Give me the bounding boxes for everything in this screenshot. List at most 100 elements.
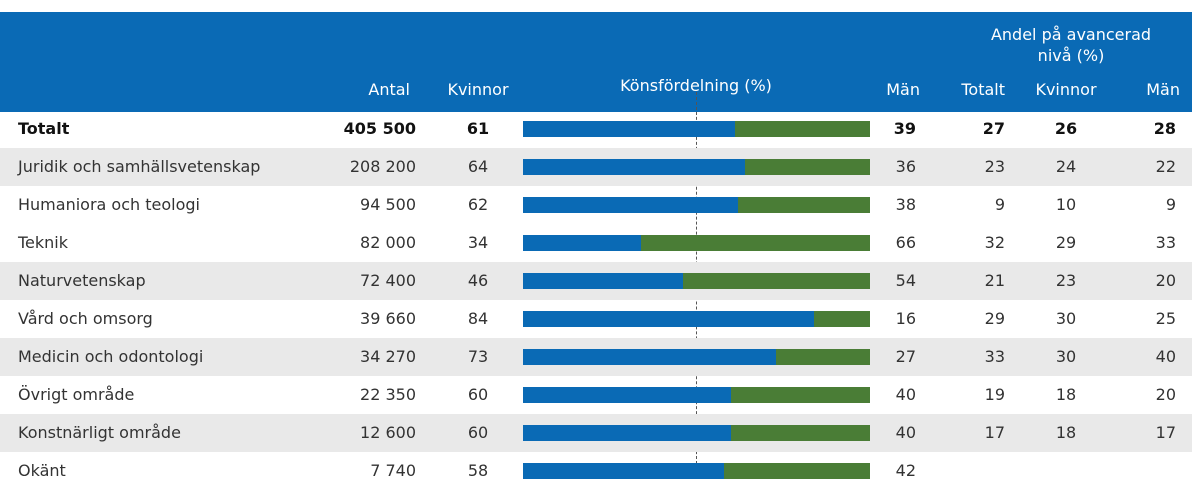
women-share: 60 [467, 385, 489, 404]
men-share: 42 [895, 461, 916, 479]
bar-men [734, 121, 870, 137]
row-label: Juridik och samhällsvetenskap [18, 157, 261, 176]
column-header: Kvinnor [447, 80, 509, 99]
advanced-share: 33 [984, 347, 1005, 366]
advanced-share: 21 [984, 271, 1005, 290]
advanced-share: 23 [984, 157, 1005, 176]
advanced-share: 32 [984, 233, 1005, 252]
count: 39 660 [360, 309, 416, 328]
count: 208 200 [349, 157, 416, 176]
advanced-share: 9 [994, 195, 1005, 214]
advanced-share: 18 [1055, 423, 1077, 442]
bar-women [523, 387, 732, 403]
advanced-share: 40 [1155, 347, 1176, 366]
row-label: Vård och omsorg [18, 309, 153, 328]
advanced-share: 17 [984, 423, 1005, 442]
table-row: Totalt 405 500 61 39 27 26 28 [0, 110, 1192, 148]
row-label: Övrigt område [18, 385, 135, 404]
women-share: 73 [467, 347, 489, 366]
row-label: Humaniora och teologi [18, 195, 200, 214]
bar-men [745, 159, 870, 175]
bar-men [738, 197, 870, 213]
column-header: Antal [368, 80, 410, 99]
advanced-share: 18 [1055, 385, 1077, 404]
women-share: 46 [467, 271, 489, 290]
advanced-share: 20 [1155, 271, 1176, 290]
group-header: Andel på avancerad nivå (%) [990, 25, 1152, 65]
row-label: Totalt [18, 119, 70, 138]
advanced-share: 24 [1055, 157, 1077, 176]
men-share: 39 [893, 119, 916, 138]
bar-women [523, 121, 735, 137]
men-share: 27 [895, 347, 916, 366]
advanced-share: 20 [1155, 385, 1176, 404]
table-row: Naturvetenskap 72 400 46 54 21 23 20 [0, 262, 1192, 300]
advanced-share: 25 [1155, 309, 1176, 328]
men-share: 16 [895, 309, 916, 328]
bar-men [640, 235, 870, 251]
count: 12 600 [360, 423, 416, 442]
advanced-share: 29 [984, 309, 1005, 328]
row-label: Konstnärligt område [18, 423, 181, 442]
advanced-share: 26 [1054, 119, 1078, 138]
advanced-share: 22 [1155, 157, 1176, 176]
women-share: 61 [466, 119, 490, 138]
bar-men [731, 387, 870, 403]
bar-men [731, 425, 870, 441]
row-label: Teknik [18, 233, 69, 252]
column-header: Kvinnor [1035, 80, 1097, 99]
bar-men [724, 463, 870, 479]
women-share: 64 [467, 157, 489, 176]
advanced-share: 17 [1155, 423, 1176, 442]
table-row: Vård och omsorg 39 660 84 16 29 30 25 [0, 300, 1192, 338]
table-row: Konstnärligt område 12 600 60 40 17 18 17 [0, 414, 1192, 452]
table-row: Humaniora och teologi 94 500 62 38 9 10 9 [0, 186, 1192, 224]
count: 34 270 [360, 347, 416, 366]
bar-women [523, 159, 746, 175]
advanced-share: 29 [1055, 233, 1077, 252]
advanced-share: 19 [984, 385, 1005, 404]
count: 82 000 [360, 233, 416, 252]
advanced-share: 30 [1055, 309, 1077, 328]
advanced-share: 28 [1153, 119, 1176, 138]
men-share: 66 [895, 233, 916, 252]
bar-women [523, 349, 777, 365]
bar-women [523, 273, 683, 289]
men-share: 54 [895, 271, 916, 290]
row-label: Naturvetenskap [18, 271, 146, 290]
women-share: 60 [467, 423, 489, 442]
table-row: Teknik 82 000 34 66 32 29 33 [0, 224, 1192, 262]
men-share: 40 [895, 385, 916, 404]
advanced-share: 27 [982, 119, 1005, 138]
table-row: Övrigt område 22 350 60 40 19 18 20 [0, 376, 1192, 414]
bar-women [523, 311, 815, 327]
women-share: 62 [467, 195, 489, 214]
count: 94 500 [360, 195, 416, 214]
table-row: Juridik och samhällsvetenskap 208 200 64 36… [0, 148, 1192, 186]
bar-women [523, 463, 725, 479]
count: 72 400 [360, 271, 416, 290]
bar-women [523, 235, 641, 251]
women-share: 84 [467, 309, 489, 328]
bar-men [776, 349, 870, 365]
bar-women [523, 425, 732, 441]
group-header: Könsfördelning (%) [620, 76, 772, 95]
column-header: Män [886, 80, 920, 99]
men-share: 40 [895, 423, 916, 442]
advanced-share: 10 [1055, 195, 1077, 214]
count: 7 740 [370, 461, 416, 479]
advanced-share: 23 [1055, 271, 1077, 290]
column-header: Män [1146, 80, 1180, 99]
bar-women [523, 197, 739, 213]
header-band [0, 12, 1192, 112]
table-row: Okänt 7 740 58 42 [0, 452, 1192, 479]
count: 405 500 [343, 119, 416, 138]
bar-men [682, 273, 870, 289]
row-label: Okänt [18, 461, 66, 479]
advanced-share: 30 [1055, 347, 1077, 366]
row-label: Medicin och odontologi [18, 347, 204, 366]
column-header: Totalt [961, 80, 1005, 99]
advanced-share: 9 [1165, 195, 1176, 214]
table-row: Medicin och odontologi 34 270 73 27 33 30 40 [0, 338, 1192, 376]
